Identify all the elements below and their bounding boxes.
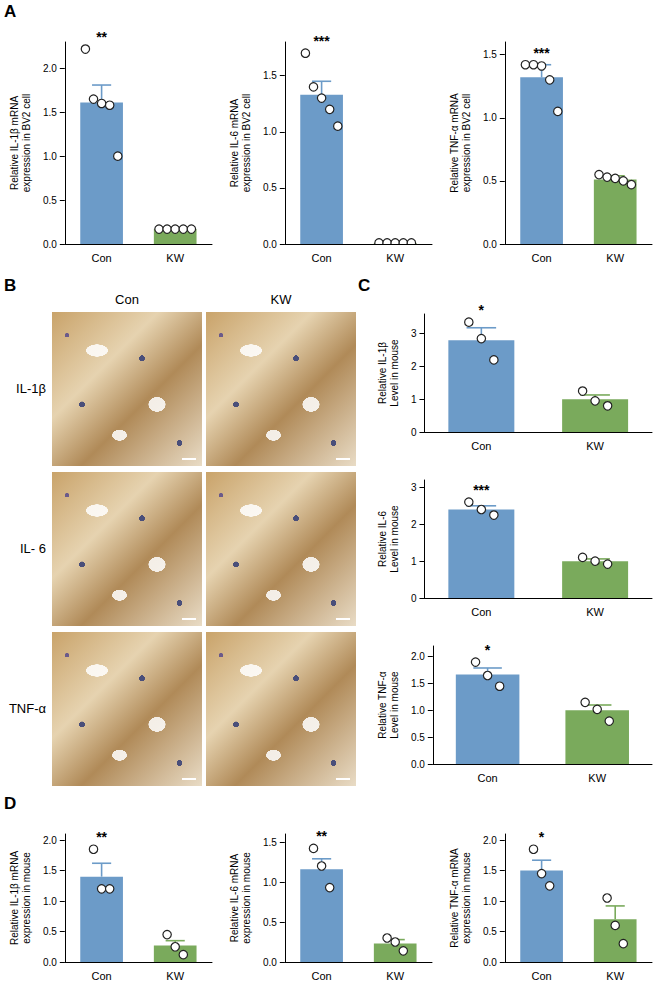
svg-text:Con: Con [478, 772, 498, 784]
html-text:IL-1β: IL-1β [16, 381, 46, 396]
svg-text:Relative IL-6: Relative IL-6 [377, 510, 388, 567]
svg-text:2.0: 2.0 [411, 651, 425, 662]
svg-text:1.0: 1.0 [43, 151, 57, 162]
svg-text:Con: Con [92, 252, 112, 264]
svg-text:KW: KW [606, 252, 624, 264]
svg-text:0.5: 0.5 [263, 182, 277, 193]
svg-text:0.0: 0.0 [43, 239, 57, 250]
svg-text:Con: Con [532, 252, 552, 264]
svg-text:KW: KW [166, 970, 184, 982]
svg-text:Relative TNF-α mRNA: Relative TNF-α mRNA [449, 848, 460, 948]
svg-text:2: 2 [411, 519, 417, 530]
svg-text:3: 3 [411, 482, 417, 493]
svg-text:1.0: 1.0 [43, 896, 57, 907]
svg-text:0.5: 0.5 [263, 917, 277, 928]
svg-text:2.0: 2.0 [43, 63, 57, 74]
svg-text:1.5: 1.5 [43, 107, 57, 118]
svg-text:0.0: 0.0 [263, 957, 277, 968]
html-text:TNF-α: TNF-α [8, 701, 46, 716]
svg-text:Con: Con [312, 970, 332, 982]
svg-text:1.5: 1.5 [263, 837, 277, 848]
svg-text:Con: Con [92, 970, 112, 982]
svg-text:KW: KW [588, 772, 606, 784]
svg-text:expression in mouse: expression in mouse [241, 852, 252, 944]
svg-text:**: ** [96, 829, 107, 845]
svg-text:Relative TNF-α mRNA: Relative TNF-α mRNA [449, 93, 460, 193]
svg-text:Relative IL-1β mRNA: Relative IL-1β mRNA [9, 851, 20, 945]
svg-text:0.0: 0.0 [263, 239, 277, 250]
svg-text:2.0: 2.0 [43, 835, 57, 846]
svg-text:0.5: 0.5 [43, 195, 57, 206]
svg-text:1.5: 1.5 [411, 678, 425, 689]
svg-text:KW: KW [386, 252, 404, 264]
svg-text:expression in BV2 cell: expression in BV2 cell [241, 94, 252, 192]
svg-text:1: 1 [411, 394, 417, 405]
svg-text:0.5: 0.5 [483, 175, 497, 186]
svg-text:*: * [539, 829, 545, 845]
svg-text:Level in mouse: Level in mouse [389, 671, 400, 739]
svg-text:0.0: 0.0 [483, 239, 497, 250]
svg-text:KW: KW [166, 252, 184, 264]
svg-text:Relative IL-1β: Relative IL-1β [377, 342, 388, 404]
svg-text:Relative IL-6 mRNA: Relative IL-6 mRNA [229, 98, 240, 187]
svg-text:0.5: 0.5 [43, 926, 57, 937]
svg-text:0: 0 [411, 593, 417, 604]
html-text:Con: Con [115, 292, 139, 307]
svg-text:***: *** [533, 45, 550, 61]
svg-text:0.0: 0.0 [483, 957, 497, 968]
svg-text:***: *** [473, 482, 490, 498]
svg-text:Con: Con [471, 606, 491, 618]
svg-text:2.0: 2.0 [483, 835, 497, 846]
svg-text:**: ** [96, 29, 107, 45]
svg-text:Level in mouse: Level in mouse [389, 505, 400, 573]
svg-text:expression in BV2 cell: expression in BV2 cell [461, 94, 472, 192]
svg-text:1.0: 1.0 [483, 112, 497, 123]
html-text:IL- 6: IL- 6 [20, 541, 46, 556]
svg-text:KW: KW [386, 970, 404, 982]
svg-text:1.5: 1.5 [483, 865, 497, 876]
html-text:A: A [4, 2, 17, 21]
svg-text:expression in mouse: expression in mouse [461, 852, 472, 944]
svg-text:0.0: 0.0 [411, 759, 425, 770]
svg-text:KW: KW [586, 440, 604, 452]
svg-text:0: 0 [411, 427, 417, 438]
svg-text:2: 2 [411, 361, 417, 372]
svg-text:*: * [479, 302, 485, 318]
svg-text:Con: Con [471, 440, 491, 452]
svg-text:0.5: 0.5 [483, 926, 497, 937]
svg-text:1.5: 1.5 [43, 865, 57, 876]
svg-text:KW: KW [586, 606, 604, 618]
svg-text:1.0: 1.0 [483, 896, 497, 907]
svg-text:Level in mouse: Level in mouse [389, 339, 400, 407]
svg-text:expression in mouse: expression in mouse [21, 852, 32, 944]
svg-text:expression in BV2 cell: expression in BV2 cell [21, 94, 32, 192]
svg-text:Con: Con [312, 252, 332, 264]
html-text:C: C [358, 276, 371, 295]
svg-text:Relative IL-1β mRNA: Relative IL-1β mRNA [9, 96, 20, 190]
svg-text:1.0: 1.0 [263, 126, 277, 137]
svg-text:Relative TNF-α: Relative TNF-α [377, 671, 388, 738]
svg-text:0.0: 0.0 [43, 957, 57, 968]
svg-text:KW: KW [606, 970, 624, 982]
svg-text:1.0: 1.0 [263, 877, 277, 888]
svg-text:*: * [485, 642, 491, 658]
svg-text:1.0: 1.0 [411, 705, 425, 716]
svg-text:1.5: 1.5 [483, 49, 497, 60]
svg-text:Con: Con [532, 970, 552, 982]
svg-text:1: 1 [411, 556, 417, 567]
svg-text:0.5: 0.5 [411, 732, 425, 743]
svg-text:1.5: 1.5 [263, 70, 277, 81]
svg-text:Relative IL-6 mRNA: Relative IL-6 mRNA [229, 853, 240, 942]
html-text:B: B [4, 276, 17, 295]
html-text:KW: KW [270, 292, 292, 307]
svg-text:***: *** [313, 33, 330, 49]
svg-text:**: ** [316, 828, 327, 844]
svg-text:3: 3 [411, 328, 417, 339]
html-text:D: D [4, 794, 17, 813]
